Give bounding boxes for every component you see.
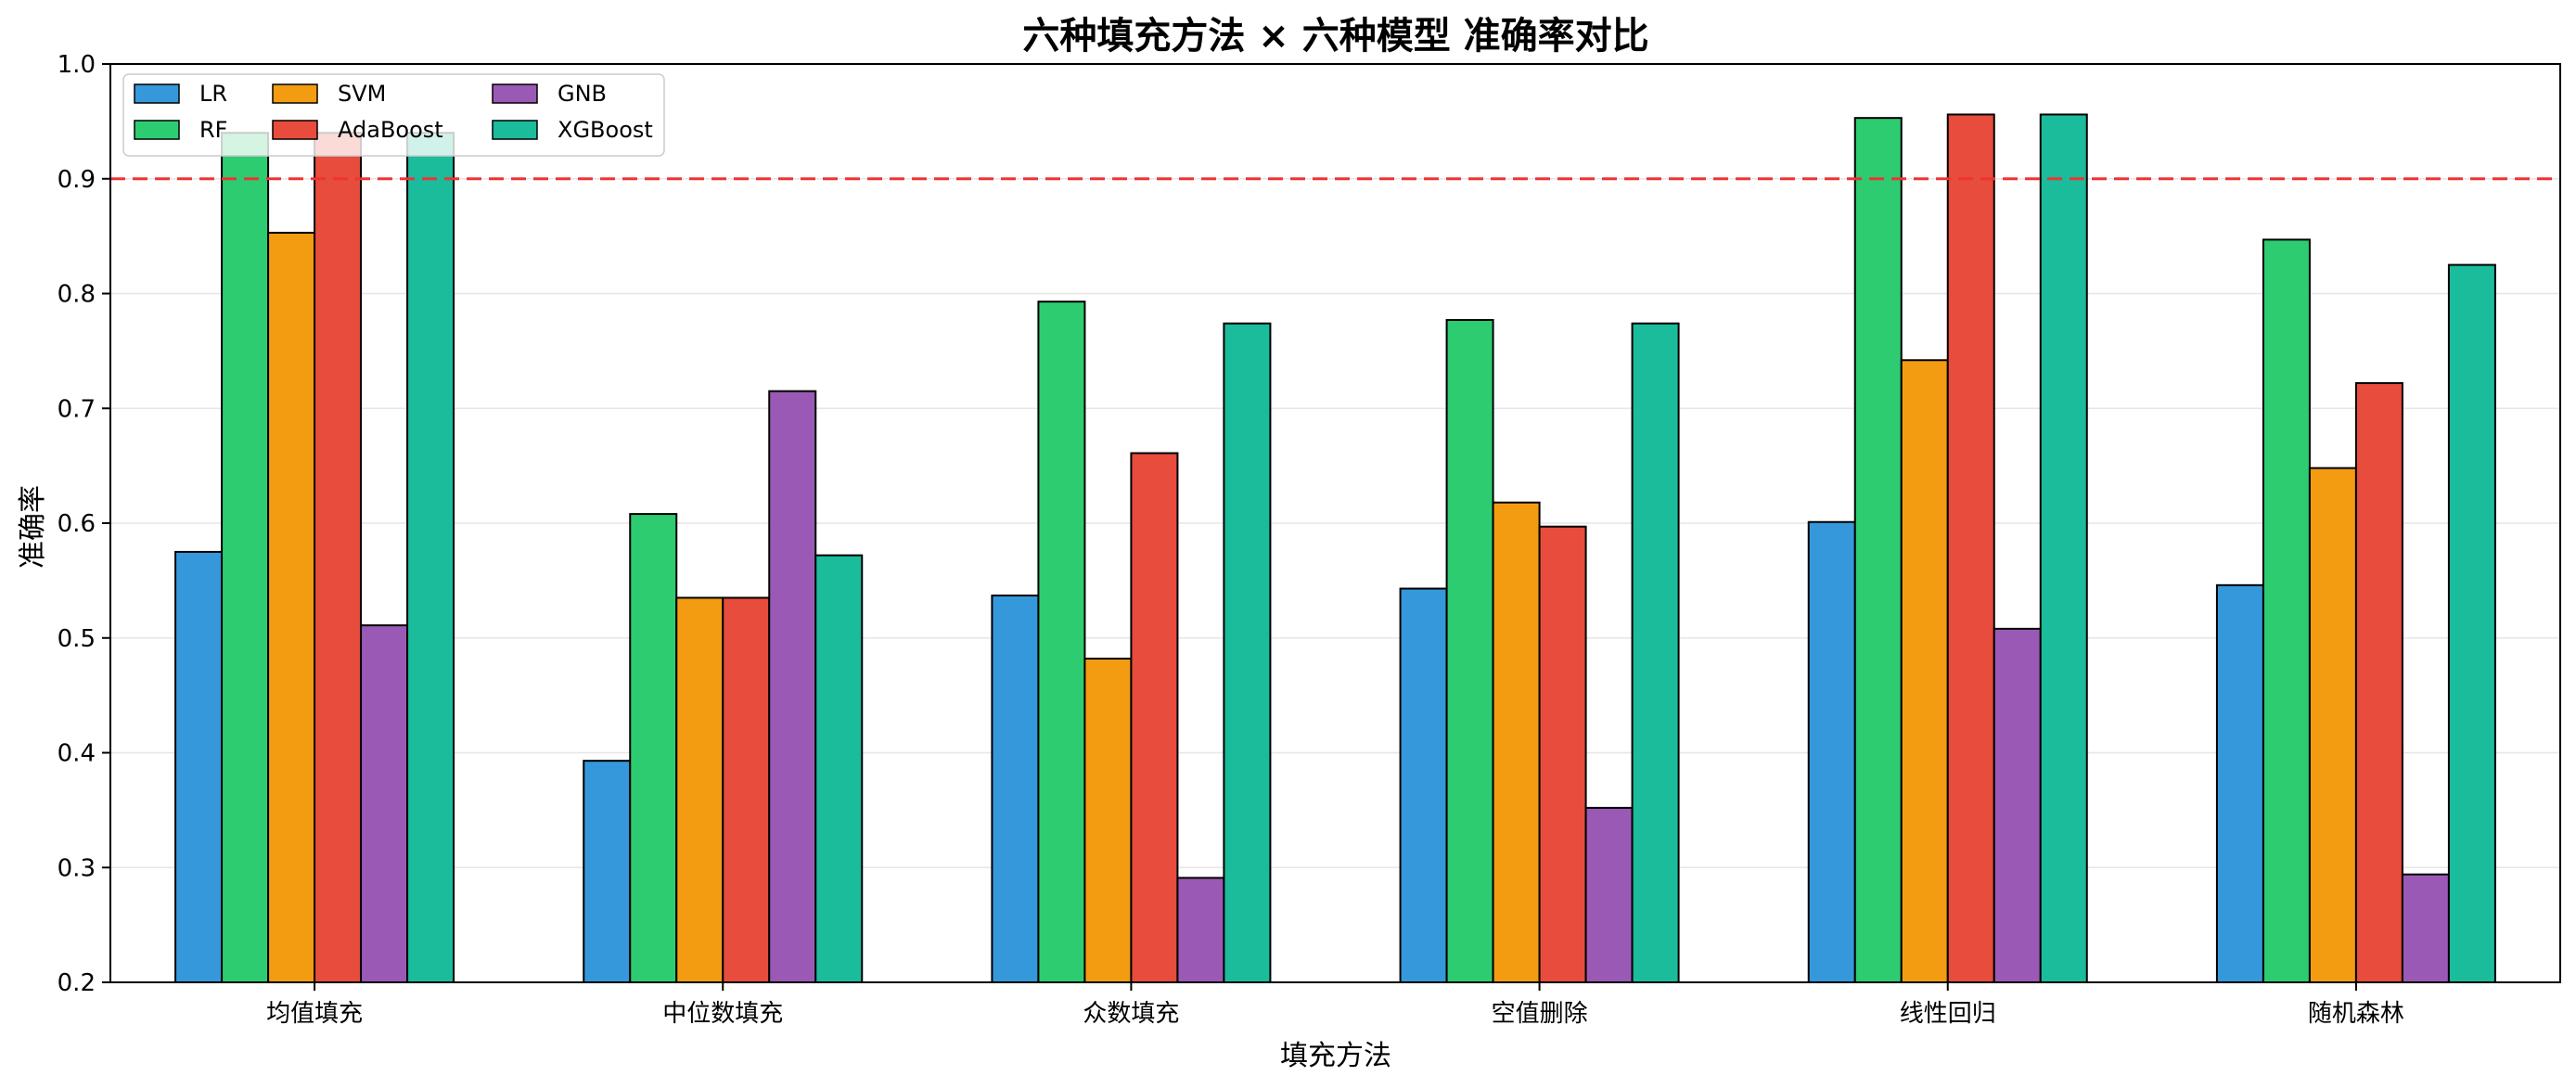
bar-lr-5: [2215, 583, 2264, 983]
x-tick-label: 中位数填充: [662, 1000, 783, 1028]
x-axis-ticks: 均值填充 中位数填充 众数填充 空值删除 线性回归 随机森林: [266, 982, 2404, 1028]
bar-lr-2: [991, 594, 1040, 984]
bar-rf-0: [221, 132, 270, 983]
y-tick-label: 0.3: [58, 854, 96, 882]
bar-adaboost-4: [1946, 113, 1995, 983]
bar-lr-4: [1807, 520, 1856, 983]
bar-svm-0: [267, 231, 316, 984]
bar-xgboost-1: [814, 554, 864, 984]
y-axis-ticks: 0.2 0.3 0.4 0.5 0.6 0.7 0.8 0.9 1.0: [58, 51, 110, 997]
bar-xgboost-3: [1631, 322, 1680, 983]
legend-swatch-gnb: [492, 83, 538, 104]
bar-rf-1: [629, 513, 678, 983]
bar-xgboost-5: [2447, 263, 2496, 983]
bar-gnb-0: [360, 624, 409, 983]
legend-label-xgboost: XGBoost: [557, 117, 653, 143]
bar-svm-1: [675, 596, 724, 983]
legend-label-gnb: GNB: [557, 81, 607, 107]
bar-adaboost-2: [1130, 452, 1179, 983]
bar-lr-0: [174, 550, 224, 983]
x-tick-label: 均值填充: [266, 1000, 363, 1028]
bar-svm-2: [1083, 658, 1133, 984]
legend-label-adaboost: AdaBoost: [338, 117, 443, 143]
y-tick-label: 0.6: [58, 510, 96, 538]
y-tick-label: 1.0: [58, 51, 96, 79]
legend-label-lr: LR: [199, 81, 227, 107]
bar-xgboost-2: [1223, 322, 1272, 983]
bar-gnb-4: [1993, 627, 2042, 983]
y-tick-label: 0.8: [58, 281, 96, 309]
y-tick-label: 0.5: [58, 625, 96, 653]
bar-rf-3: [1445, 318, 1494, 983]
legend-swatch-xgboost: [492, 120, 538, 140]
x-tick-label: 随机森林: [2308, 1000, 2404, 1028]
bar-svm-4: [1900, 359, 1949, 983]
y-axis-label: 准确率: [17, 485, 49, 569]
bar-xgboost-4: [2039, 113, 2088, 983]
chart-title: 六种填充方法 × 六种模型 准确率对比: [1022, 15, 1648, 58]
bar-gnb-2: [1176, 877, 1225, 984]
bar-svm-5: [2308, 467, 2357, 984]
legend-swatch-adaboost: [272, 120, 318, 140]
bar-lr-3: [1399, 587, 1448, 983]
bar-adaboost-5: [2354, 382, 2403, 983]
bar-gnb-5: [2401, 873, 2450, 983]
legend-label-rf: RF: [199, 117, 227, 143]
x-tick-label: 线性回归: [1900, 1000, 1996, 1028]
legend: LR RF SVM AdaBoost GNB XGBoost: [122, 73, 665, 157]
legend-swatch-lr: [134, 83, 180, 104]
bar-gnb-1: [768, 390, 817, 983]
y-tick-label: 0.2: [58, 969, 96, 997]
bar-svm-3: [1492, 501, 1541, 983]
bars: [174, 113, 2496, 984]
bar-adaboost-0: [314, 132, 363, 983]
y-tick-label: 0.4: [58, 740, 96, 768]
bar-adaboost-1: [722, 596, 771, 983]
bar-lr-1: [583, 760, 632, 983]
y-tick-label: 0.7: [58, 395, 96, 423]
bar-rf-4: [1853, 117, 1903, 984]
bar-gnb-3: [1584, 806, 1634, 984]
bar-rf-2: [1037, 301, 1086, 984]
bar-xgboost-0: [406, 132, 455, 983]
bar-adaboost-3: [1538, 525, 1587, 984]
bar-rf-5: [2262, 238, 2311, 983]
legend-swatch-svm: [272, 83, 318, 104]
grid-lines: [110, 178, 2560, 868]
legend-swatch-rf: [134, 120, 180, 140]
y-tick-label: 0.9: [58, 166, 96, 194]
x-tick-label: 空值删除: [1492, 1000, 1588, 1028]
legend-label-svm: SVM: [338, 81, 386, 107]
x-tick-label: 众数填充: [1083, 1000, 1179, 1028]
x-axis-label: 填充方法: [1280, 1040, 1391, 1072]
